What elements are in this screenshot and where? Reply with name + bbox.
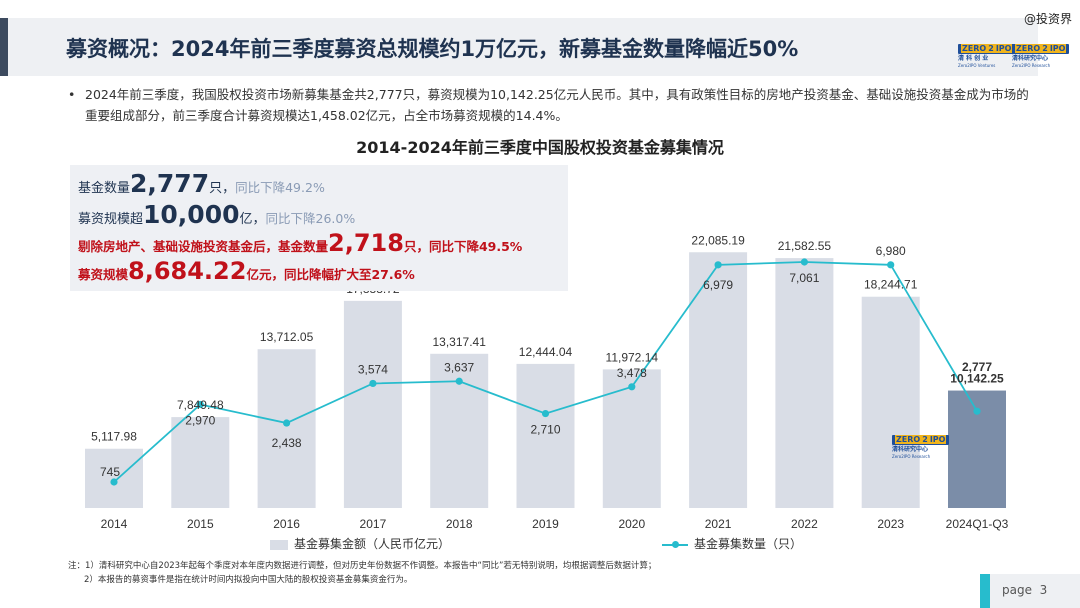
bar-value-label-2021: 22,085.19 <box>691 233 745 247</box>
count-value-label-2017: 3,574 <box>358 362 388 376</box>
x-tick-label-2021: 2021 <box>705 517 732 531</box>
bar-2018 <box>430 353 489 508</box>
logo-cn: 清科研究中心 <box>892 446 929 453</box>
zero2ipo-research-logo: ZERO 2 IPO 清科研究中心 Zero2IPO Research <box>1012 36 1070 68</box>
x-tick-label-2018: 2018 <box>446 517 473 531</box>
legend-bar-label: 基金募集金额（人民币亿元） <box>294 537 451 551</box>
count-value-label-2016: 2,438 <box>272 436 302 450</box>
count-point-2017 <box>369 379 377 388</box>
count-point-2024Q1-Q3 <box>973 407 981 415</box>
bar-2017 <box>343 300 402 508</box>
x-tick-label-2024Q1-Q3: 2024Q1-Q3 <box>946 517 1009 531</box>
logo-tag-c: IPO <box>994 44 1013 53</box>
count-value-label-2019: 2,710 <box>530 423 560 437</box>
count-value-label-2020: 3,478 <box>617 366 647 380</box>
count-value-label-2023: 6,980 <box>876 244 906 258</box>
callout-line-fund-count: 基金数量2,777只，同比下降49.2% <box>78 169 325 198</box>
page-footer-band <box>980 574 1080 608</box>
logo-en: Zero2IPO Ventures <box>958 63 996 68</box>
callout-line-fund-size: 募资规模超10,000亿，同比下降26.0% <box>78 200 356 229</box>
bar-2023 <box>861 296 920 508</box>
count-value-label-2015: 2,970 <box>185 413 215 427</box>
callout-line-ex-size: 募资规模8,684.22亿元，同比降幅扩大至27.6% <box>78 257 415 285</box>
count-value-label-2018: 3,637 <box>444 360 474 374</box>
chart-title: 2014-2024年前三季度中国股权投资基金募集情况 <box>356 138 724 157</box>
bar-2014 <box>85 448 143 508</box>
page-label: page <box>1002 583 1032 597</box>
logo-tag-a: ZERO <box>895 435 922 444</box>
bar-2019 <box>516 363 575 508</box>
footnote-1: 注：1）清科研究中心自2023年起每个季度对本年度内数据进行调整，但对历史年份数… <box>68 561 657 571</box>
bar-value-label-2016: 13,712.05 <box>260 330 314 344</box>
footnote-2: 2）本报告的募资事件是指在统计时间内拟投向中国大陆的股权投资基金募集资金行为。 <box>84 575 413 585</box>
bar-value-label-2014: 5,117.98 <box>91 430 137 444</box>
logo-en: Zero2IPO Research <box>892 454 931 459</box>
title-accent-bar <box>0 18 8 76</box>
page-number: page 3 <box>1002 583 1047 597</box>
page-number-value: 3 <box>1039 583 1048 597</box>
callout-line-ex-count: 剔除房地产、基础设施投资基金后，基金数量2,718只，同比下降49.5% <box>78 229 523 257</box>
legend-line-swatch <box>662 540 688 550</box>
count-point-2014 <box>110 478 118 486</box>
count-point-2020 <box>628 383 636 391</box>
count-point-2023 <box>887 261 895 269</box>
logo-tag-c: IPO <box>1048 44 1067 53</box>
footnotes: 注：1）清科研究中心自2023年起每个季度对本年度内数据进行调整，但对历史年份数… <box>68 559 656 587</box>
count-value-label-2021: 6,979 <box>703 278 733 292</box>
x-tick-label-2022: 2022 <box>791 517 818 531</box>
x-tick-label-2016: 2016 <box>273 517 300 531</box>
bar-value-label-2018: 13,317.41 <box>433 335 487 349</box>
key-metrics-callout: 基金数量2,777只，同比下降49.2% 募资规模超10,000亿，同比下降26… <box>70 165 568 291</box>
watermark: @投资界 <box>1023 12 1072 26</box>
count-point-2021 <box>714 261 722 269</box>
x-tick-label-2020: 2020 <box>618 517 645 531</box>
legend-bar-swatch <box>270 539 288 550</box>
page-title: 募资概况：2024年前三季度募资总规模约1万亿元，新募基金数量降幅近50% <box>66 37 799 61</box>
bar-value-label-2022: 21,582.55 <box>778 239 832 253</box>
bar-2016 <box>257 349 316 508</box>
logo-en: Zero2IPO Research <box>1012 63 1051 68</box>
bar-2022 <box>775 258 834 508</box>
legend-line-series: 基金募集数量（只） <box>662 535 802 552</box>
bar-2021 <box>689 252 748 508</box>
x-tick-label-2015: 2015 <box>187 517 214 531</box>
logo-tag-b: 2 <box>921 435 929 444</box>
x-tick-label-2017: 2017 <box>360 517 387 531</box>
legend-line-label: 基金募集数量（只） <box>694 537 803 551</box>
bar-2015 <box>171 417 230 508</box>
legend-bar-series: 基金募集金额（人民币亿元） <box>270 535 450 552</box>
summary-text: 2024年前三季度，我国股权投资市场新募集基金共2,777只，募资规模为10,1… <box>85 87 1029 123</box>
page-footer-accent <box>980 574 990 608</box>
bar-value-label-2020: 11,972.14 <box>606 350 659 364</box>
bar-value-label-2015: 7,849.48 <box>177 398 224 412</box>
zero2ipo-ventures-logo: ZERO 2 IPO 清 科 创 业 Zero2IPO Ventures <box>958 36 1016 68</box>
logo-tag-c: IPO <box>928 435 947 444</box>
x-tick-label-2014: 2014 <box>101 517 128 531</box>
bullet-dot: • <box>68 87 76 102</box>
bar-value-label-2019: 12,444.04 <box>519 345 573 359</box>
bar-value-label-2024Q1-Q3: 10,142.25 <box>950 372 1004 386</box>
count-point-2018 <box>455 377 463 385</box>
x-tick-label-2019: 2019 <box>532 517 559 531</box>
chart-zero2ipo-logo: ZERO 2 IPO 清科研究中心 Zero2IPO Research <box>892 427 950 459</box>
count-point-2015 <box>196 400 204 409</box>
count-point-2019 <box>541 409 550 418</box>
count-value-label-2024Q1-Q3: 2,777 <box>962 360 992 374</box>
count-point-2022 <box>800 258 809 266</box>
logo-tag-a: ZERO <box>1015 44 1042 53</box>
summary-bullet: • 2024年前三季度，我国股权投资市场新募集基金共2,777只，募资规模为10… <box>68 84 1038 126</box>
bar-value-label-2023: 18,244.71 <box>864 278 918 292</box>
logo-cn: 清 科 创 业 <box>958 55 989 62</box>
title-band <box>8 18 1038 76</box>
logo-tag-a: ZERO <box>961 44 988 53</box>
x-tick-label-2023: 2023 <box>877 517 904 531</box>
count-point-2016 <box>283 419 291 427</box>
count-value-label-2022: 7,061 <box>789 271 819 285</box>
logo-cn: 清科研究中心 <box>1012 55 1049 62</box>
logo-tag-b: 2 <box>987 44 995 53</box>
count-value-label-2014: 745 <box>100 465 120 479</box>
logo-tag-b: 2 <box>1041 44 1049 53</box>
